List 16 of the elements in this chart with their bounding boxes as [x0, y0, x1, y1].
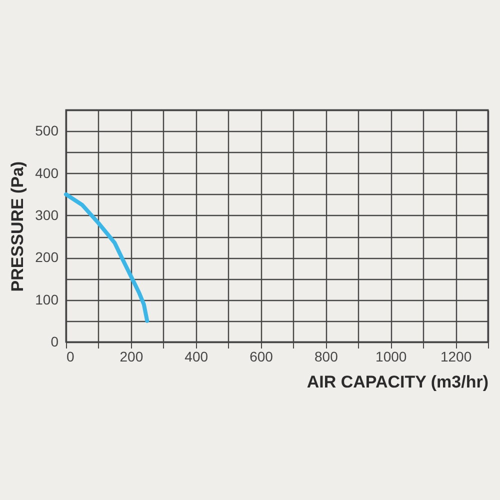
y-axis-title: PRESSURE (Pa): [8, 161, 28, 292]
x-tick-label: 800: [314, 348, 338, 364]
y-tick-label: 0: [50, 334, 59, 350]
x-tick-label: 200: [120, 348, 144, 364]
y-tick-label: 300: [35, 206, 59, 223]
x-tick-label: 1200: [440, 348, 472, 364]
line-series: [64, 192, 150, 323]
y-tick-label: 400: [35, 164, 59, 181]
x-tick-label: 600: [250, 348, 274, 364]
x-tick-label: 400: [184, 348, 208, 364]
y-tick-label: 500: [35, 122, 59, 139]
x-tick-label: 1000: [376, 348, 407, 364]
x-axis-title: AIR CAPACITY (m3/hr): [306, 372, 488, 392]
x-tick-label: 0: [66, 348, 74, 364]
y-tick-label: 200: [35, 249, 59, 266]
y-tick-label: 100: [35, 291, 59, 308]
